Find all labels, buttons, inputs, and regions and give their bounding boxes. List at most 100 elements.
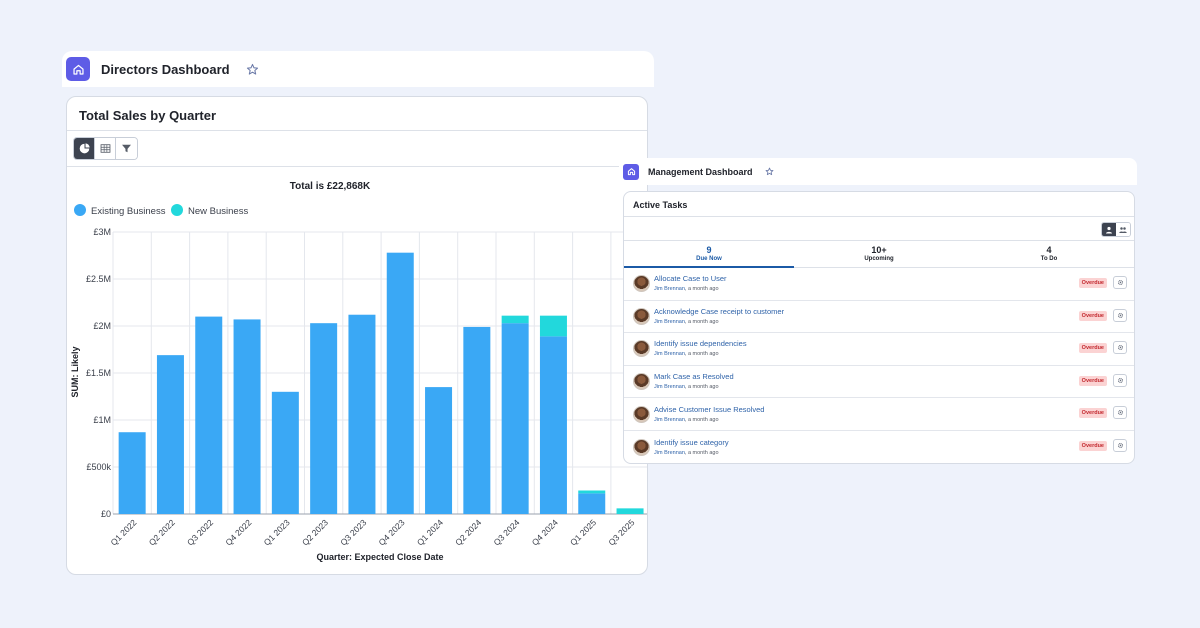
user-icon [1106, 226, 1112, 233]
task-text: Identify issue dependencies Jim Brennan,… [654, 339, 747, 358]
status-badge: Overdue [1078, 375, 1107, 386]
task-tabs: 9 Due Now 10+ Upcoming 4 To Do [624, 241, 1134, 268]
directors-dashboard-header: Directors Dashboard [62, 51, 654, 87]
task-settings-button[interactable] [1113, 308, 1127, 322]
task-text: Identify issue category Jim Brennan, a m… [654, 438, 729, 457]
total-sales-card: Total Sales by Quarter Total is £22,868K… [66, 96, 648, 575]
bar-existing-business [386, 252, 414, 514]
home-icon[interactable] [623, 163, 639, 180]
tab-upcoming[interactable]: 10+ Upcoming [794, 241, 964, 267]
gear-icon [1117, 279, 1123, 286]
task-settings-button[interactable] [1113, 276, 1127, 289]
legend-swatch [74, 204, 86, 216]
assignee-link[interactable]: Jim Brennan [654, 416, 685, 423]
x-tick-label: Q1 2022 [108, 517, 138, 547]
bar-existing-business [348, 314, 376, 514]
directors-dashboard-title: Directors Dashboard [101, 61, 230, 77]
x-tick-label: Q3 2022 [185, 517, 215, 547]
task-scope-toggle [1101, 222, 1131, 237]
group-icon [1119, 226, 1127, 233]
tab-count: 9 [706, 245, 712, 255]
x-tick-label: Q4 2023 [377, 517, 407, 547]
bar-new-business [501, 315, 529, 324]
task-settings-button[interactable] [1113, 438, 1127, 452]
y-axis-label: SUM: Likely [70, 346, 80, 397]
avatar [633, 405, 650, 423]
my-tasks-button[interactable] [1102, 223, 1116, 236]
status-badge: Overdue [1078, 278, 1107, 288]
bar-existing-business [195, 316, 223, 514]
task-settings-button[interactable] [1113, 373, 1127, 387]
assignee-link[interactable]: Jim Brennan [654, 384, 685, 391]
y-tick-label: £2.5M [86, 274, 111, 284]
x-tick-label: Q1 2025 [568, 517, 598, 547]
bar-new-business [616, 508, 644, 514]
tab-due-now[interactable]: 9 Due Now [624, 241, 794, 268]
x-axis-label: Quarter: Expected Close Date [316, 552, 443, 562]
tab-label: Due Now [696, 256, 722, 262]
bar-existing-business [501, 323, 529, 514]
task-row: Acknowledge Case receipt to customer Jim… [624, 301, 1134, 334]
table-icon [100, 144, 110, 153]
bar-new-business [578, 490, 606, 494]
task-time: , a month ago [684, 318, 719, 325]
avatar [633, 307, 650, 325]
tab-to-do[interactable]: 4 To Do [964, 241, 1134, 267]
task-link[interactable]: Advise Customer Issue Resolved [654, 404, 765, 414]
task-link[interactable]: Identify issue dependencies [654, 339, 747, 349]
task-settings-button[interactable] [1113, 341, 1127, 355]
task-time: , a month ago [684, 286, 719, 293]
management-dashboard-header: Management Dashboard [619, 158, 1137, 185]
gear-icon [1117, 345, 1123, 351]
task-time: , a month ago [684, 351, 719, 358]
bar-existing-business [156, 355, 184, 514]
avatar [633, 275, 650, 293]
task-link[interactable]: Identify issue category [654, 437, 729, 447]
x-tick-label: Q2 2022 [147, 517, 177, 547]
star-icon[interactable] [246, 63, 259, 76]
bar-existing-business [271, 391, 299, 514]
table-view-button[interactable] [95, 138, 116, 159]
task-row: Identify issue dependencies Jim Brennan,… [624, 333, 1134, 366]
assignee-link[interactable]: Jim Brennan [654, 318, 685, 325]
task-link[interactable]: Mark Case as Resolved [654, 372, 734, 382]
x-tick-label: Q3 2025 [606, 517, 636, 547]
tab-label: Upcoming [864, 256, 894, 262]
team-tasks-button[interactable] [1116, 223, 1130, 236]
task-meta: Jim Brennan, a month ago [654, 285, 727, 293]
task-row: Mark Case as Resolved Jim Brennan, a mon… [624, 366, 1134, 399]
task-text: Acknowledge Case receipt to customer Jim… [654, 307, 784, 326]
star-icon[interactable] [765, 167, 774, 176]
home-icon[interactable] [66, 57, 90, 81]
task-meta: Jim Brennan, a month ago [654, 416, 764, 424]
x-tick-label: Q1 2024 [415, 517, 445, 547]
gear-icon [1117, 377, 1123, 383]
tab-count: 4 [1046, 245, 1052, 255]
task-row: Advise Customer Issue Resolved Jim Brenn… [624, 398, 1134, 431]
y-tick-label: £1.5M [86, 368, 111, 378]
task-time: , a month ago [684, 449, 719, 456]
assignee-link[interactable]: Jim Brennan [654, 351, 685, 358]
avatar [633, 373, 650, 391]
sales-bar-chart: Total is £22,868K Existing Business New Bu… [70, 181, 647, 562]
bar-new-business [539, 315, 567, 337]
task-row: Identify issue category Jim Brennan, a m… [624, 431, 1134, 463]
filter-button[interactable] [116, 138, 137, 159]
tab-label: To Do [1040, 256, 1058, 262]
y-tick-label: £3M [93, 227, 111, 237]
bar-existing-business [425, 387, 453, 514]
status-badge: Overdue [1078, 310, 1107, 321]
assignee-link[interactable]: Jim Brennan [654, 449, 685, 456]
task-link[interactable]: Acknowledge Case receipt to customer [654, 306, 785, 316]
view-toggle-group [73, 137, 138, 160]
task-settings-button[interactable] [1113, 406, 1127, 420]
card-title: Active Tasks [624, 192, 1134, 217]
task-link[interactable]: Allocate Case to User [654, 274, 727, 284]
avatar [633, 340, 650, 358]
chart-toolbar [67, 131, 647, 167]
x-tick-label: Q1 2023 [262, 517, 292, 547]
chart-view-button[interactable] [74, 138, 95, 159]
legend-swatch [171, 204, 183, 216]
assignee-link[interactable]: Jim Brennan [654, 286, 685, 293]
x-tick-label: Q2 2023 [300, 517, 330, 547]
